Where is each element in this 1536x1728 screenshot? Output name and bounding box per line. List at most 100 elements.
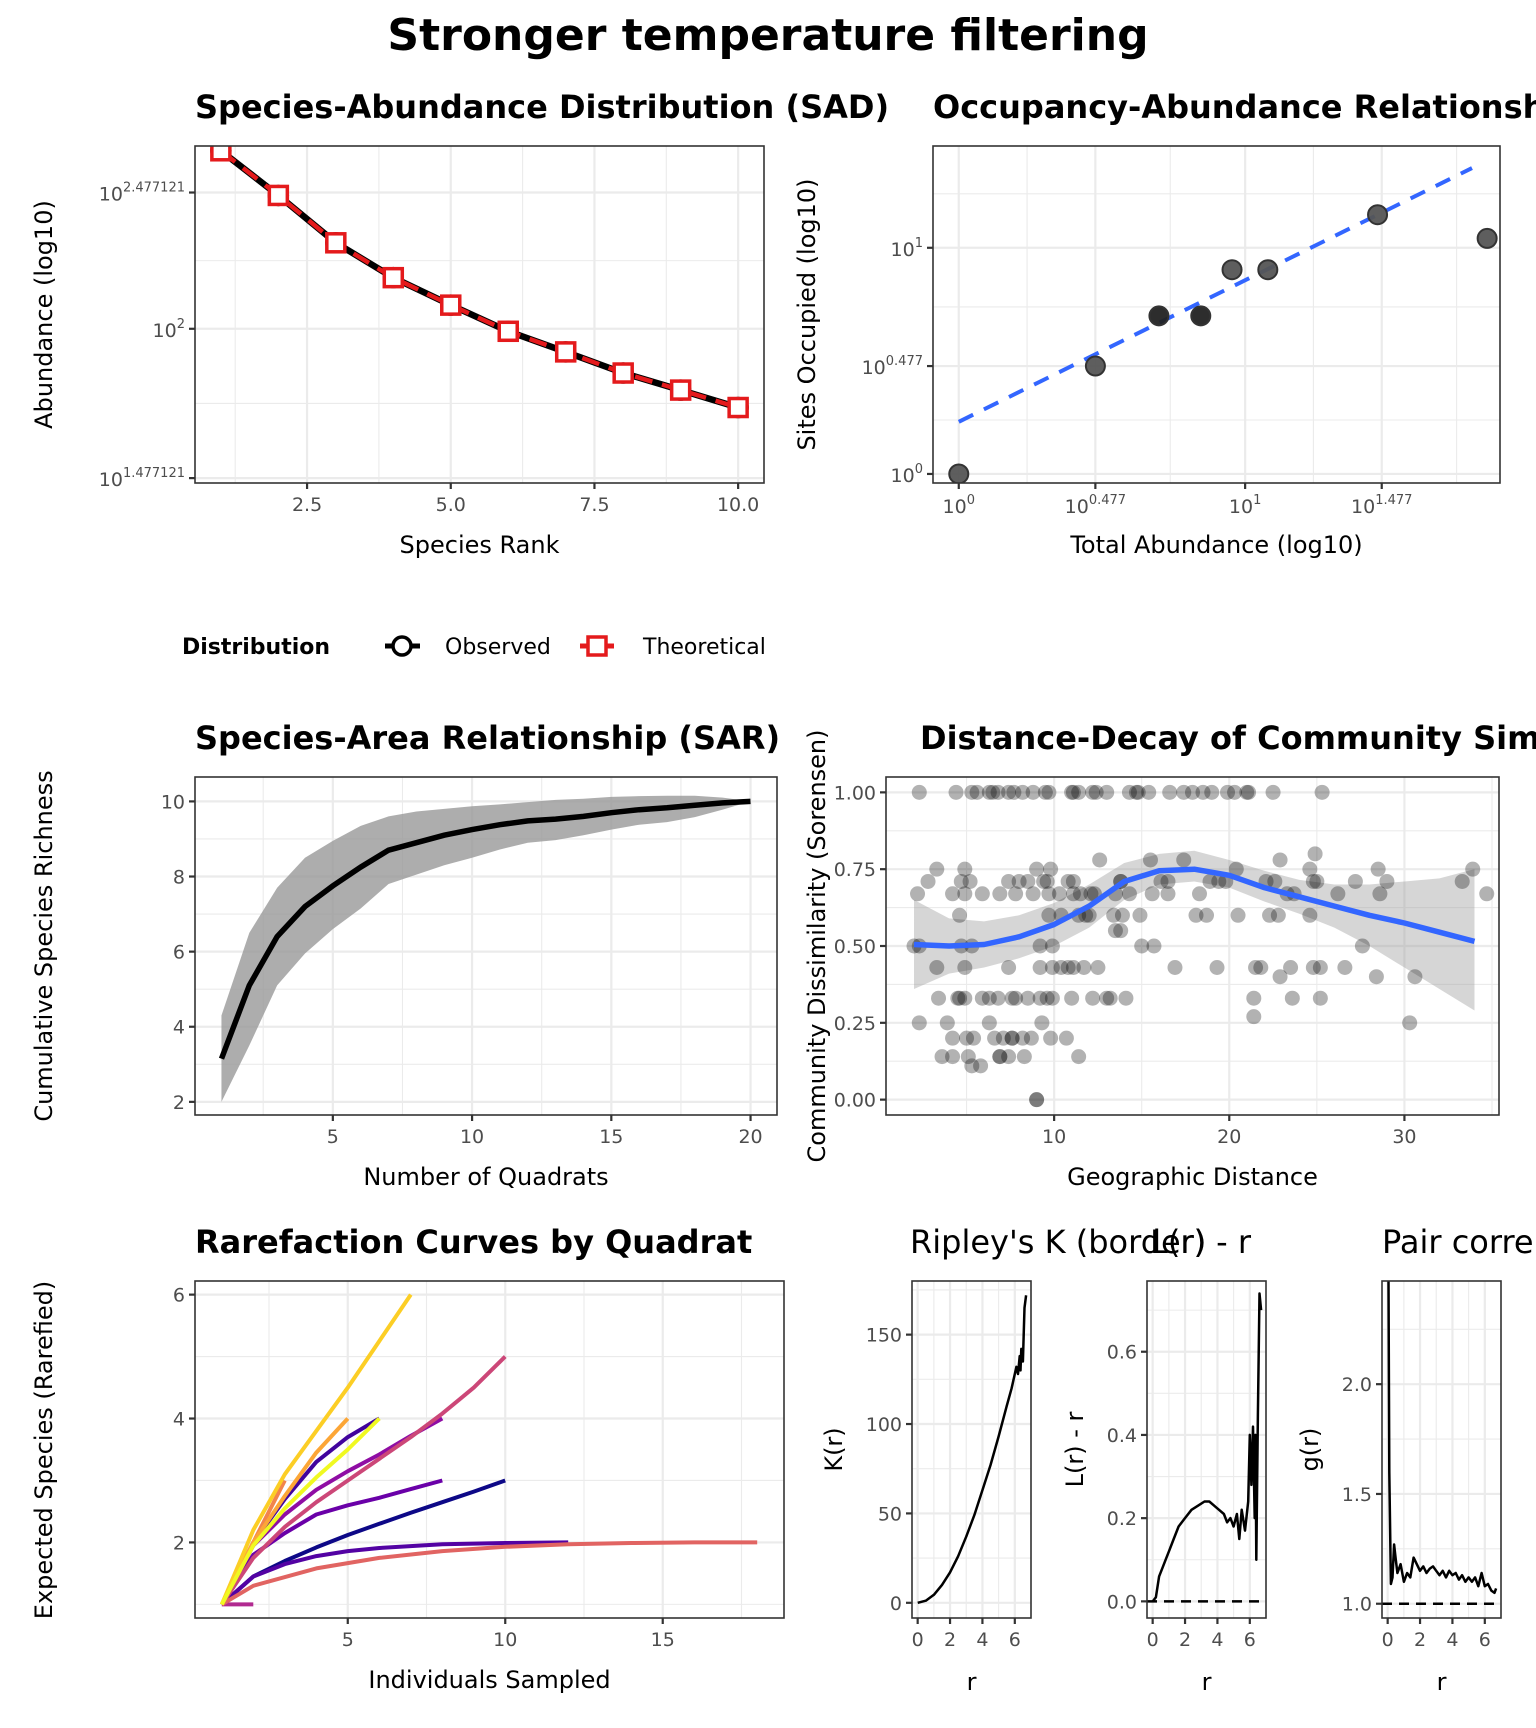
data-point — [1176, 852, 1192, 868]
y-tick-label: 10 — [161, 791, 185, 813]
data-point — [1085, 990, 1101, 1006]
smooth-confidence-band — [914, 850, 1475, 1011]
y-tick-label: 50 — [878, 1503, 902, 1525]
x-tick-label: 101.477 — [1351, 493, 1412, 518]
y-tick-label: 4 — [173, 1409, 185, 1431]
theoretical-point — [497, 320, 519, 343]
y-tick-label: 1.5 — [1342, 1484, 1372, 1506]
y-tick-label: 6 — [173, 1285, 185, 1307]
data-point — [1314, 784, 1330, 800]
panel-title: Pair correlation — [1382, 1223, 1536, 1261]
data-point — [969, 784, 985, 800]
data-point — [1167, 960, 1183, 976]
data-point — [957, 861, 973, 877]
y-tick-label: 2 — [173, 1092, 185, 1114]
panel-border — [932, 145, 1501, 484]
data-point — [1402, 1015, 1418, 1031]
data-point — [945, 1030, 961, 1046]
y-axis-title: Cumulative Species Richness — [30, 770, 58, 1121]
data-point — [1064, 784, 1080, 800]
theoretical-point — [210, 146, 232, 162]
data-point — [950, 990, 966, 1006]
data-point — [974, 886, 990, 902]
data-point — [1199, 907, 1215, 923]
data-point — [1023, 1030, 1039, 1046]
x-tick-label: 5 — [342, 1629, 354, 1651]
data-point — [1479, 886, 1495, 902]
x-tick-label: 2 — [1179, 1629, 1191, 1651]
data-point — [957, 886, 973, 902]
data-point — [1121, 886, 1137, 902]
x-axis-title: Total Abundance (log10) — [1069, 531, 1362, 559]
theoretical-point — [440, 294, 462, 316]
data-point — [1265, 784, 1281, 800]
data-point — [1044, 960, 1060, 976]
data-point — [1407, 969, 1423, 985]
data-point — [1099, 784, 1115, 800]
x-tick-label: 5.0 — [436, 494, 466, 516]
panel-title: Ripley's K (border) — [910, 1223, 1206, 1261]
data-point — [964, 1058, 980, 1074]
legend-label-observed: Observed — [445, 635, 551, 660]
data-point — [1372, 886, 1388, 902]
data-point — [1084, 355, 1106, 377]
y-axis-title: L(r) - r — [1061, 1411, 1089, 1487]
data-point — [1192, 886, 1208, 902]
data-point — [945, 1049, 961, 1065]
data-point — [1034, 1015, 1050, 1031]
panel-title: Species-Area Relationship (SAR) — [195, 719, 780, 757]
data-point — [1284, 990, 1300, 1006]
data-point — [1032, 938, 1048, 954]
data-point — [964, 784, 980, 800]
data-point — [973, 1058, 989, 1074]
data-point — [1379, 873, 1395, 889]
panel-border — [194, 776, 778, 1116]
data-point — [1081, 907, 1097, 923]
data-point — [1185, 784, 1200, 800]
x-tick-label: 6 — [1009, 1629, 1021, 1651]
data-point — [990, 784, 1006, 800]
data-point — [1130, 784, 1146, 800]
data-point — [1312, 990, 1328, 1006]
data-point — [1209, 960, 1225, 976]
x-tick-label: 4 — [1446, 1629, 1458, 1651]
data-point — [1044, 938, 1060, 954]
data-point — [981, 990, 997, 1006]
x-tick-label: 2 — [1414, 1629, 1426, 1651]
theoretical-point — [554, 341, 577, 363]
data-point — [1162, 784, 1178, 800]
plot-area — [218, 795, 751, 1102]
x-tick-label: 15 — [599, 1126, 623, 1148]
data-point — [1001, 784, 1017, 800]
data-point — [1160, 873, 1176, 889]
y-tick-label: 101.477121 — [99, 466, 185, 491]
data-point — [1121, 784, 1137, 800]
data-point — [934, 1049, 950, 1065]
x-tick-label: 0 — [1147, 1629, 1159, 1651]
mean-richness-line — [218, 798, 751, 1060]
panel-title: Distance-Decay of Community Similarity — [920, 719, 1536, 757]
data-point — [1330, 886, 1346, 902]
x-tick-label: 4 — [976, 1629, 988, 1651]
data-point — [959, 1030, 975, 1046]
data-point — [1015, 1030, 1031, 1046]
y-tick-label: 0.50 — [834, 936, 876, 958]
data-point — [1025, 886, 1041, 902]
data-point — [974, 990, 990, 1006]
theoretical-point — [669, 379, 692, 401]
data-point — [1071, 1049, 1087, 1065]
x-axis-title: Species Rank — [400, 531, 560, 559]
data-point — [1041, 784, 1057, 800]
data-point — [1113, 923, 1129, 939]
data-point — [1083, 886, 1099, 902]
data-point — [920, 873, 936, 889]
data-point — [1020, 873, 1036, 889]
data-point — [1036, 873, 1052, 889]
figure-main-title: Stronger temperature filtering — [387, 10, 1148, 61]
data-point — [966, 1030, 982, 1046]
data-point — [1176, 784, 1192, 800]
plot-area — [219, 1293, 758, 1607]
data-point — [1307, 846, 1323, 862]
data-point — [1221, 259, 1243, 281]
data-point — [1248, 960, 1264, 976]
